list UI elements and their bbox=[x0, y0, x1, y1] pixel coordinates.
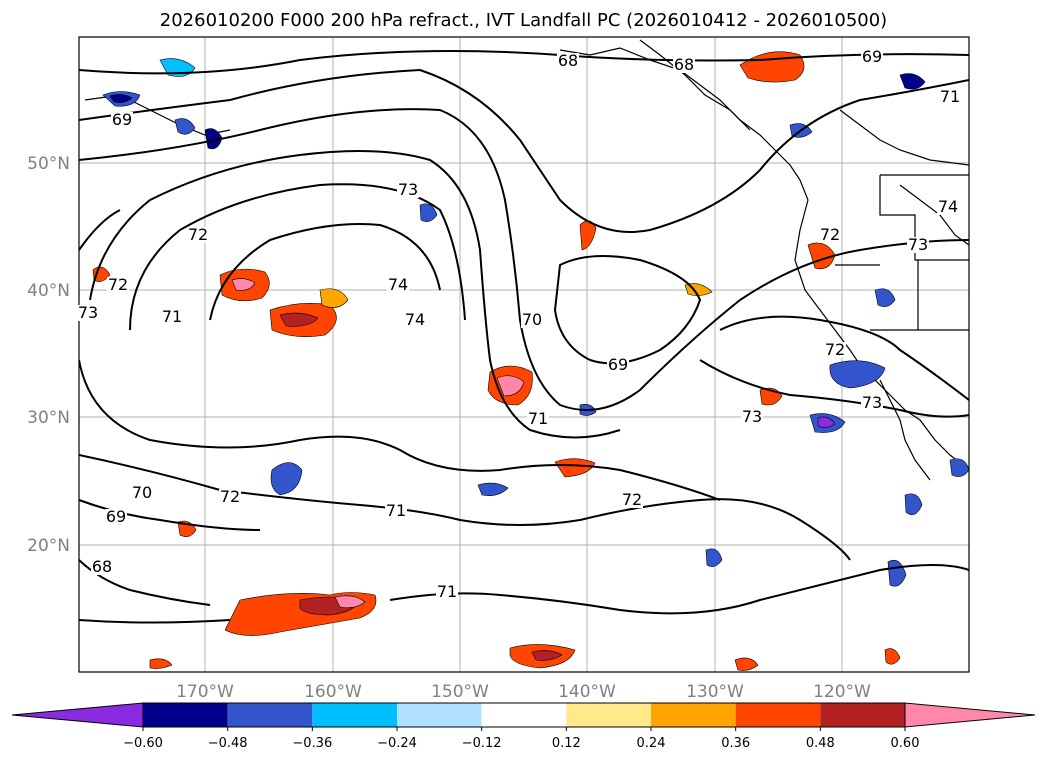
contour-label-group: 68 68 69 71 69 72 72 73 73 74 74 73 72 71 70 69 71 73 72 73… bbox=[77, 47, 961, 601]
contour-label-bg bbox=[861, 49, 883, 65]
contour-label-bg bbox=[557, 53, 579, 69]
contour-label-bg bbox=[105, 509, 127, 525]
contour-label-bg bbox=[404, 312, 426, 328]
contour-label-bg bbox=[131, 485, 153, 501]
colorbar-tick-label: −0.60 bbox=[123, 736, 163, 751]
colorbar-tick-label: −0.36 bbox=[292, 736, 332, 751]
latitude-label: 20°N bbox=[27, 536, 70, 556]
contour-label: 74 bbox=[388, 275, 408, 294]
contour-label-bg bbox=[387, 277, 409, 293]
contour-label-bg bbox=[673, 57, 695, 73]
colorbar-tick-label: 0.24 bbox=[637, 736, 666, 751]
longitude-label: 130°W bbox=[686, 682, 744, 702]
latitude-label: 50°N bbox=[27, 154, 70, 174]
contour-label: 72 bbox=[622, 490, 642, 509]
colorbar-extend-min bbox=[11, 702, 144, 728]
longitude-label: 140°W bbox=[558, 682, 616, 702]
contour-label: 72 bbox=[820, 225, 840, 244]
contour-label-bg bbox=[607, 357, 629, 373]
contour-label-bg bbox=[77, 305, 99, 321]
contour-label-bg bbox=[819, 227, 841, 243]
anomaly-shading bbox=[92, 51, 969, 671]
contour-label-bg bbox=[621, 492, 643, 508]
colorbar-tick-label: 0.12 bbox=[552, 736, 581, 751]
contour-label-bg bbox=[111, 112, 133, 128]
coastlines bbox=[84, 39, 969, 481]
colorbar-swatch bbox=[312, 703, 397, 727]
latitude-label: 30°N bbox=[27, 408, 70, 428]
contour-label-bg bbox=[161, 309, 183, 325]
colorbar-extend-max bbox=[904, 702, 1036, 728]
contour-label-bg bbox=[107, 277, 129, 293]
contour-label-bg bbox=[187, 227, 209, 243]
contour-label: 73 bbox=[742, 407, 762, 426]
contour-label: 71 bbox=[162, 307, 182, 326]
contour-label-bg bbox=[861, 395, 883, 411]
contour-label-bg bbox=[385, 503, 407, 519]
contour-label: 68 bbox=[558, 51, 578, 70]
contour-label-bg bbox=[907, 237, 929, 253]
colorbar-swatch bbox=[481, 703, 567, 727]
colorbar-tick-label: −0.24 bbox=[377, 736, 417, 751]
contour-label: 69 bbox=[862, 47, 882, 66]
longitude-label: 150°W bbox=[431, 682, 489, 702]
longitude-label: 120°W bbox=[813, 682, 871, 702]
colorbar-swatch bbox=[651, 703, 736, 727]
contour-label: 74 bbox=[938, 197, 958, 216]
contour-label: 72 bbox=[220, 487, 240, 506]
colorbar-swatch bbox=[143, 703, 228, 727]
contour-label: 73 bbox=[398, 180, 418, 199]
contour-label: 70 bbox=[522, 310, 542, 329]
contour-label: 69 bbox=[608, 355, 628, 374]
colorbar-swatch bbox=[227, 703, 313, 727]
contour-label: 73 bbox=[908, 235, 928, 254]
colorbar-tick-label: 0.48 bbox=[806, 736, 835, 751]
contour-label-bg bbox=[824, 342, 846, 358]
contour-label: 69 bbox=[112, 110, 132, 129]
contour-label: 72 bbox=[188, 225, 208, 244]
contour-label: 68 bbox=[674, 55, 694, 74]
map-title: 2026010200 F000 200 hPa refract., IVT La… bbox=[159, 10, 888, 31]
colorbar-tick-label: 0.60 bbox=[891, 736, 920, 751]
contour-label-bg bbox=[741, 409, 763, 425]
contour-label-bg bbox=[521, 312, 543, 328]
plot-area bbox=[79, 37, 969, 672]
contour-label: 73 bbox=[78, 303, 98, 322]
contour-label-bg bbox=[219, 489, 241, 505]
contour-label-bg bbox=[436, 584, 458, 600]
colorbar-tick-label: −0.48 bbox=[208, 736, 248, 751]
colorbar-swatch bbox=[566, 703, 651, 727]
contour-label: 73 bbox=[862, 393, 882, 412]
contour-label: 71 bbox=[940, 87, 960, 106]
contour-label: 70 bbox=[132, 483, 152, 502]
contour-label: 72 bbox=[108, 275, 128, 294]
colorbar: −0.60 −0.48 −0.36 −0.24 −0.12 0.12 0.24 0.36 0.4… bbox=[11, 702, 1036, 751]
contour-label-bg bbox=[397, 182, 419, 198]
colorbar-swatch bbox=[397, 703, 482, 727]
colorbar-border bbox=[142, 702, 906, 728]
contour-label: 71 bbox=[386, 501, 406, 520]
colorbar-swatch bbox=[820, 703, 905, 727]
contour-label-bg bbox=[91, 559, 113, 575]
contour-label: 72 bbox=[825, 340, 845, 359]
contour-label: 68 bbox=[92, 557, 112, 576]
longitude-label: 160°W bbox=[304, 682, 362, 702]
contour-label-bg bbox=[939, 89, 961, 105]
contour-label: 71 bbox=[528, 409, 548, 428]
longitude-label: 170°W bbox=[176, 682, 234, 702]
longitude-labels: 170°W 160°W 150°W 140°W 130°W 120°W bbox=[176, 682, 871, 702]
colorbar-swatch bbox=[735, 703, 821, 727]
contour-label-bg bbox=[527, 411, 549, 427]
plot-frame bbox=[78, 36, 970, 673]
contour-label: 71 bbox=[437, 582, 457, 601]
colorbar-tick-label: −0.12 bbox=[462, 736, 502, 751]
contour-label-bg bbox=[937, 199, 959, 215]
latitude-labels: 50°N 40°N 30°N 20°N bbox=[27, 154, 70, 556]
contour-lines bbox=[79, 50, 969, 624]
contour-label: 74 bbox=[405, 310, 425, 329]
colorbar-tick-label: 0.36 bbox=[721, 736, 750, 751]
latitude-label: 40°N bbox=[27, 281, 70, 301]
contour-label: 69 bbox=[106, 507, 126, 526]
